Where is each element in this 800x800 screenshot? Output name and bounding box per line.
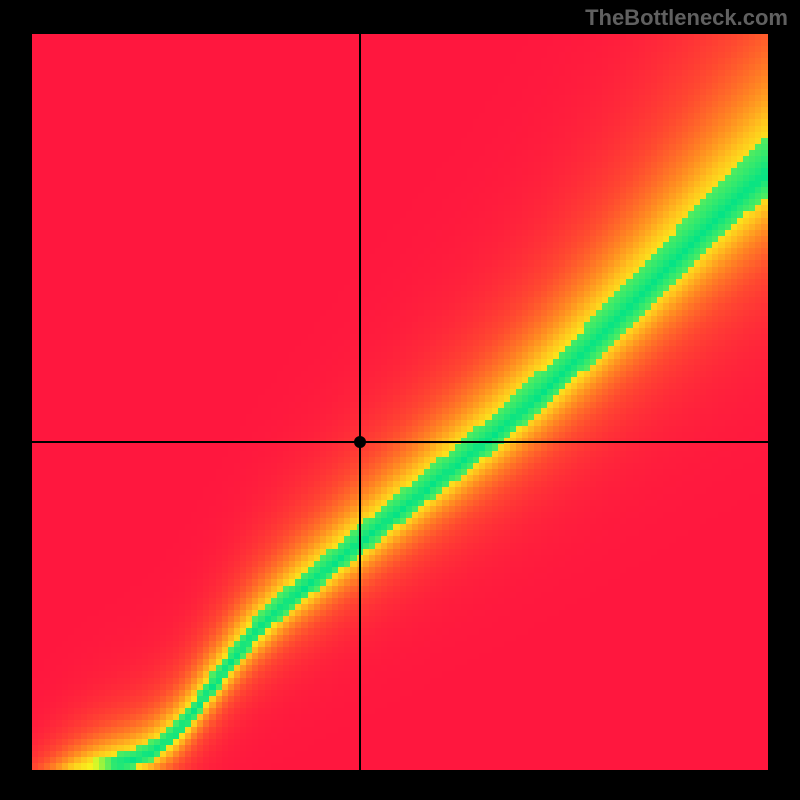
chart-container: TheBottleneck.com bbox=[0, 0, 800, 800]
crosshair-vertical bbox=[359, 34, 361, 770]
bottleneck-heatmap bbox=[32, 34, 768, 770]
crosshair-horizontal bbox=[32, 441, 768, 443]
selected-point-marker bbox=[354, 436, 366, 448]
watermark-text: TheBottleneck.com bbox=[585, 5, 788, 31]
